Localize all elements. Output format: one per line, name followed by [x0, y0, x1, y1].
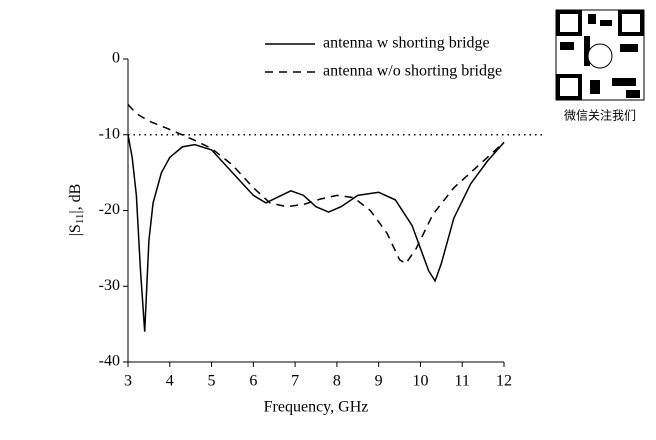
y-axis-label: |S11|, dB: [67, 184, 86, 237]
x-tick-label: 6: [249, 373, 257, 390]
y-label-part: |S: [67, 224, 84, 236]
x-tick-label: 8: [333, 373, 341, 390]
qr-caption: 微信关注我们: [564, 108, 636, 123]
y-tick-label: 0: [112, 50, 120, 67]
y-label-part: |, dB: [67, 184, 84, 214]
qr-code: [555, 9, 645, 101]
x-tick-label: 9: [375, 373, 383, 390]
x-tick-label: 10: [412, 373, 428, 390]
series-line: [127, 103, 505, 265]
x-tick-label: 7: [291, 373, 299, 390]
series-line: [127, 134, 505, 332]
x-tick-label: 4: [166, 373, 174, 390]
x-tick-label: 11: [455, 373, 470, 390]
legend-label: antenna w/o shorting bridge: [323, 63, 502, 80]
y-label-sub: 11: [74, 214, 86, 225]
y-tick-label: -10: [99, 125, 120, 142]
y-tick-label: -20: [99, 201, 120, 218]
x-tick-label: 3: [124, 373, 132, 390]
y-tick-label: -40: [99, 353, 120, 370]
x-tick-label: 5: [208, 373, 216, 390]
y-tick-label: -30: [99, 277, 120, 294]
legend-label: antenna w shorting bridge: [323, 35, 490, 52]
x-tick-label: 12: [496, 373, 512, 390]
x-axis-label: Frequency, GHz: [264, 399, 369, 416]
